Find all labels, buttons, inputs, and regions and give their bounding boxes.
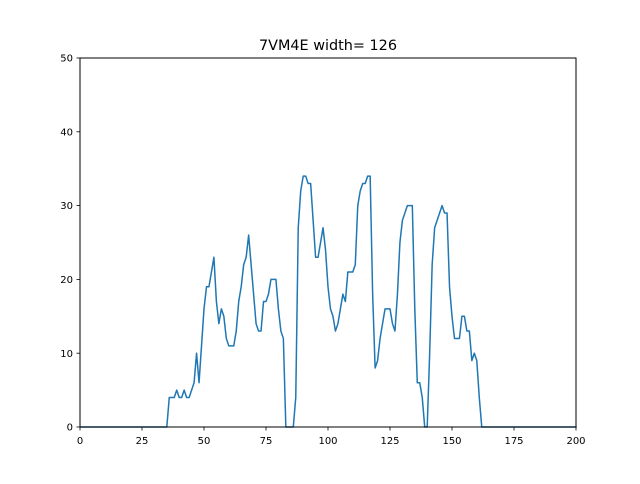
x-tick-label: 150 <box>442 436 461 447</box>
axis-ticks: 0 25 50 75 100 125 150 175 200 0 10 20 30 40 50 <box>60 54 585 447</box>
y-tick-label: 10 <box>60 349 73 360</box>
x-tick-label: 0 <box>77 436 83 447</box>
chart-title: 7VM4E width= 126 <box>259 38 397 54</box>
y-tick-label: 30 <box>60 201 73 212</box>
y-tick-label: 20 <box>60 275 73 286</box>
plot-frame <box>79 57 577 428</box>
y-tick-label: 50 <box>60 54 73 65</box>
x-tick-label: 125 <box>380 436 399 447</box>
x-tick-label: 25 <box>136 436 149 447</box>
y-tick-label: 40 <box>60 127 73 138</box>
x-tick-label: 50 <box>198 436 211 447</box>
x-tick-label: 100 <box>318 436 337 447</box>
x-tick-label: 175 <box>504 436 523 447</box>
x-tick-label: 75 <box>260 436 273 447</box>
x-tick-label: 200 <box>566 436 585 447</box>
y-tick-label: 0 <box>67 423 73 434</box>
